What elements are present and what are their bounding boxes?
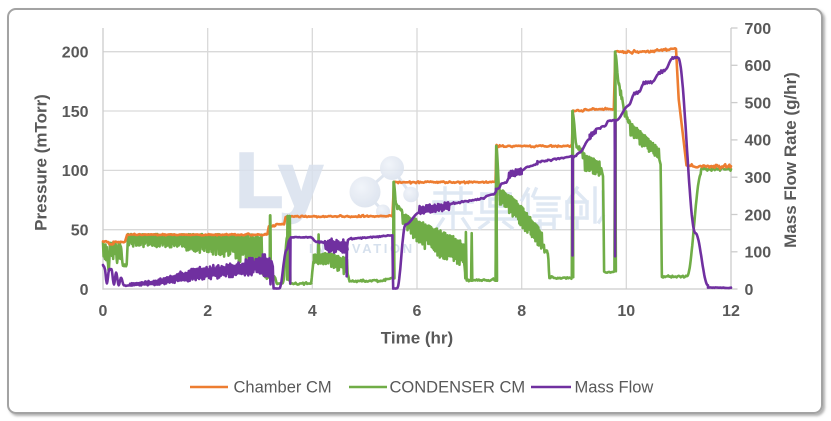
svg-text:Ly: Ly	[236, 139, 322, 224]
svg-text:10: 10	[617, 303, 635, 320]
svg-text:0: 0	[745, 282, 754, 299]
svg-text:Pressure (mTorr): Pressure (mTorr)	[31, 94, 50, 231]
svg-text:4: 4	[308, 303, 317, 320]
svg-text:Time (hr): Time (hr)	[381, 329, 453, 348]
svg-text:300: 300	[745, 170, 772, 187]
svg-text:50: 50	[71, 223, 89, 240]
svg-text:Chamber CM: Chamber CM	[234, 378, 332, 396]
svg-text:6: 6	[413, 303, 422, 320]
svg-text:100: 100	[62, 163, 89, 180]
svg-text:600: 600	[745, 58, 772, 75]
svg-text:8: 8	[517, 303, 526, 320]
svg-text:0: 0	[80, 282, 89, 299]
svg-text:2: 2	[203, 303, 212, 320]
svg-text:200: 200	[62, 45, 89, 62]
svg-text:400: 400	[745, 133, 772, 150]
svg-text:12: 12	[722, 303, 740, 320]
svg-text:0: 0	[99, 303, 108, 320]
svg-text:Mass Flow Rate (g/hr): Mass Flow Rate (g/hr)	[781, 72, 800, 248]
svg-text:Mass Flow: Mass Flow	[575, 378, 654, 396]
svg-text:200: 200	[745, 207, 772, 224]
svg-text:500: 500	[745, 95, 772, 112]
svg-text:CONDENSER CM: CONDENSER CM	[390, 378, 526, 396]
svg-text:150: 150	[62, 104, 89, 121]
svg-text:100: 100	[745, 245, 772, 262]
svg-text:700: 700	[745, 21, 772, 38]
